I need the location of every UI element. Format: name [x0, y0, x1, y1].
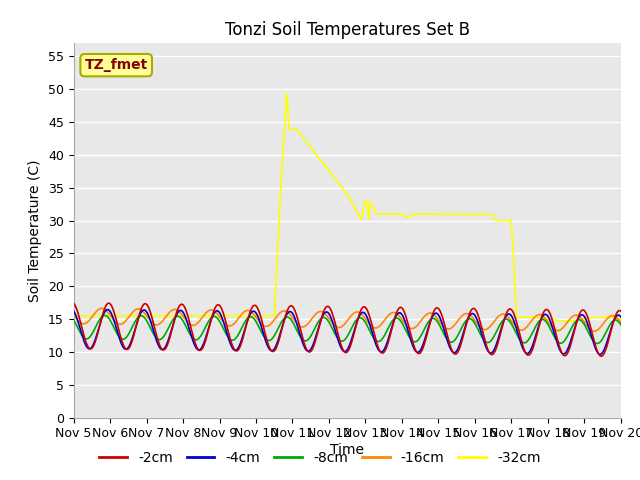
Legend: -2cm, -4cm, -8cm, -16cm, -32cm: -2cm, -4cm, -8cm, -16cm, -32cm [93, 445, 547, 471]
Title: Tonzi Soil Temperatures Set B: Tonzi Soil Temperatures Set B [225, 21, 470, 39]
Y-axis label: Soil Temperature (C): Soil Temperature (C) [28, 159, 42, 301]
Text: TZ_fmet: TZ_fmet [84, 58, 148, 72]
X-axis label: Time: Time [330, 443, 364, 457]
